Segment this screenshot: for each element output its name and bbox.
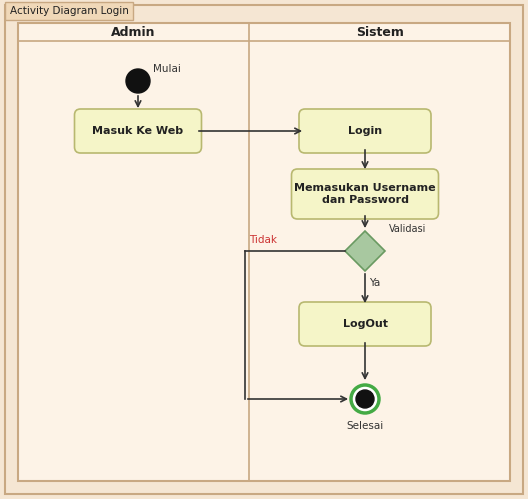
Text: Ya: Ya (369, 277, 380, 287)
FancyBboxPatch shape (5, 2, 133, 20)
Text: LogOut: LogOut (343, 319, 388, 329)
Text: Admin: Admin (111, 25, 156, 38)
Circle shape (351, 385, 379, 413)
FancyBboxPatch shape (299, 302, 431, 346)
Text: Sistem: Sistem (356, 25, 403, 38)
FancyBboxPatch shape (5, 5, 523, 494)
Text: Activity Diagram Login: Activity Diagram Login (10, 6, 129, 16)
Text: Selesai: Selesai (346, 421, 384, 431)
FancyBboxPatch shape (291, 169, 438, 219)
Text: Memasukan Username
dan Password: Memasukan Username dan Password (294, 183, 436, 205)
Text: Tidak: Tidak (249, 235, 277, 245)
FancyBboxPatch shape (299, 109, 431, 153)
Text: Login: Login (348, 126, 382, 136)
Text: Validasi: Validasi (389, 224, 427, 234)
Polygon shape (345, 231, 385, 271)
Text: Masuk Ke Web: Masuk Ke Web (92, 126, 184, 136)
Circle shape (356, 390, 374, 408)
FancyBboxPatch shape (18, 23, 510, 481)
Text: Mulai: Mulai (153, 64, 181, 74)
Circle shape (126, 69, 150, 93)
FancyBboxPatch shape (74, 109, 202, 153)
